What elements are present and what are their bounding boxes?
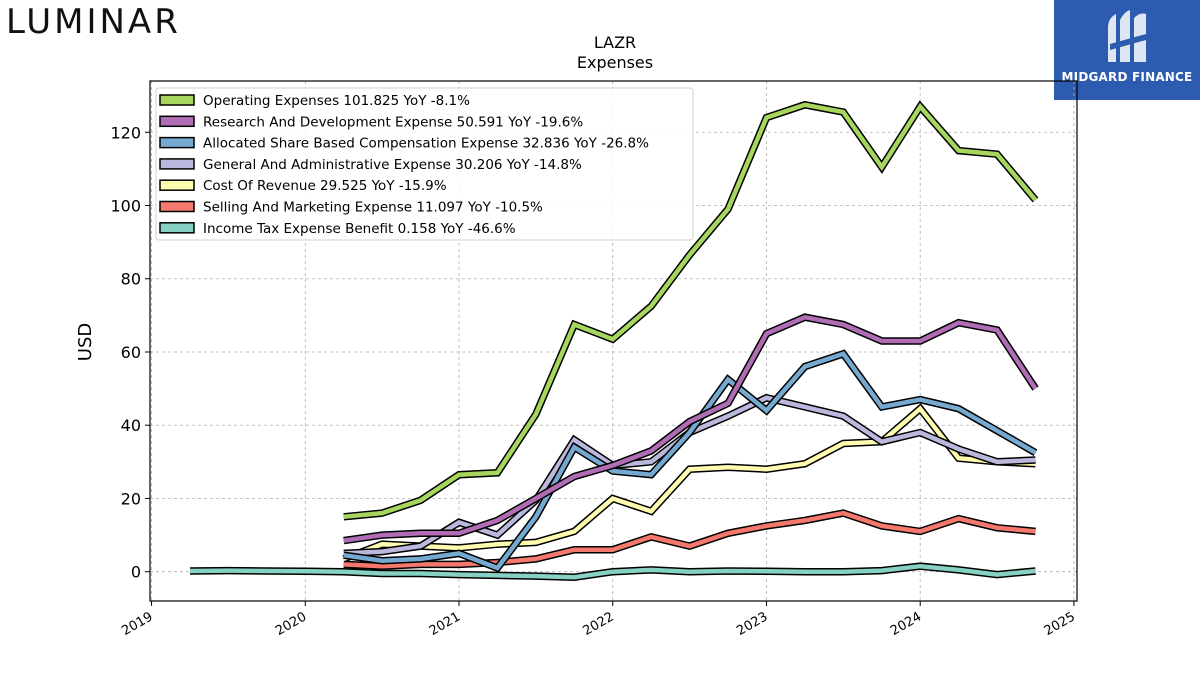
legend-item: Operating Expenses 101.825 YoY -8.1% [159, 93, 470, 109]
legend-label: Income Tax Expense Benefit 0.158 YoY -46… [203, 221, 516, 237]
legend-item: Selling And Marketing Expense 11.097 YoY… [159, 200, 543, 216]
plot-frame [149, 80, 1078, 602]
chart-title: LAZR [594, 33, 636, 52]
x-tick-label: 2023 [734, 609, 770, 639]
legend-item: Cost Of Revenue 29.525 YoY -15.9% [159, 178, 447, 194]
series-4 [342, 403, 1036, 563]
series-line [343, 351, 1037, 571]
legend: Operating Expenses 101.825 YoY -8.1% Rese… [155, 87, 694, 241]
y-tick-label: 100 [110, 197, 141, 216]
series-line [343, 314, 1038, 543]
series-line [343, 510, 1036, 569]
legend-swatch [159, 222, 195, 234]
series-6 [189, 562, 1036, 581]
y-tick-label: 20 [121, 489, 141, 508]
luminar-logo: LUMINAR [6, 2, 206, 42]
legend-item: Income Tax Expense Benefit 0.158 YoY -46… [159, 221, 516, 237]
midgard-finance-logo: MIDGARD FINANCE [1054, 0, 1200, 100]
legend-item: Research And Development Expense 50.591 … [159, 114, 583, 130]
y-tick-label: 0 [131, 563, 141, 582]
legend-swatch [159, 94, 195, 106]
legend-label: Allocated Share Based Compensation Expen… [203, 136, 649, 152]
y-tick-label: 80 [121, 270, 141, 289]
legend-swatch [159, 136, 195, 149]
legend-label: Cost Of Revenue 29.525 YoY -15.9% [203, 178, 447, 194]
legend-swatch [159, 115, 195, 128]
y-tick-label: 60 [121, 343, 141, 362]
luminar-logo-text: LUMINAR [6, 2, 181, 42]
series-line [343, 102, 1038, 520]
x-tick-label: 2020 [273, 609, 309, 639]
chart-subtitle: Expenses [577, 53, 653, 72]
series-2 [343, 349, 1038, 573]
legend-swatch [159, 158, 195, 170]
series-1 [343, 313, 1039, 545]
legend-item: Allocated Share Based Compensation Expen… [159, 136, 649, 152]
series-line [342, 405, 1036, 562]
legend-label: Selling And Marketing Expense 11.097 YoY… [203, 200, 543, 216]
legend-item: General And Administrative Expense 30.20… [159, 157, 582, 173]
series-5 [343, 509, 1036, 570]
series-0 [343, 100, 1039, 521]
x-tick-label: 2022 [581, 609, 617, 639]
legend-swatch [159, 179, 195, 191]
series-lines [189, 100, 1039, 581]
y-tick-label: 120 [110, 123, 141, 142]
midgard-emblem-icon [1108, 10, 1146, 62]
legend-label: Research And Development Expense 50.591 … [203, 114, 583, 130]
midgard-finance-logo-text: MIDGARD FINANCE [1061, 70, 1193, 84]
y-axis-label: USD [75, 323, 96, 361]
legend-box [155, 87, 694, 241]
x-tick-label: 2025 [1042, 609, 1078, 639]
y-tick-label: 40 [121, 416, 141, 435]
x-tick-label: 2019 [119, 609, 155, 639]
legend-label: Operating Expenses 101.825 YoY -8.1% [203, 93, 470, 109]
x-tick-label: 2021 [427, 609, 463, 639]
x-tick-label: 2024 [888, 609, 924, 639]
series-line [189, 563, 1036, 580]
legend-swatch [159, 200, 195, 213]
legend-label: General And Administrative Expense 30.20… [203, 157, 582, 173]
